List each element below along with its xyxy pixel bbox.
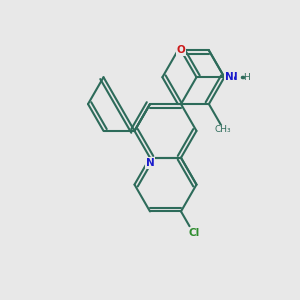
Text: N: N [229,72,238,82]
Text: O: O [177,45,185,55]
Text: H: H [244,73,250,82]
Text: CH₃: CH₃ [215,125,232,134]
Text: N: N [146,158,154,168]
Text: N: N [225,72,233,82]
Text: Cl: Cl [188,228,199,239]
